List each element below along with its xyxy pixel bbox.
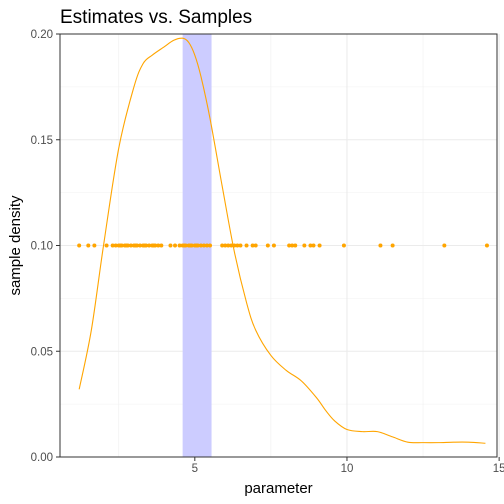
sample-point <box>208 243 213 248</box>
sample-point <box>134 243 139 248</box>
sample-point <box>302 243 307 248</box>
sample-point <box>156 243 161 248</box>
sample-point <box>77 243 82 248</box>
x-axis: 5 10 15 <box>192 457 504 475</box>
sample-point <box>86 243 91 248</box>
y-tick-label: 0.10 <box>31 241 53 253</box>
y-tick-label: 0.20 <box>31 29 53 41</box>
sample-point <box>378 243 383 248</box>
x-tick-label: 15 <box>493 463 504 475</box>
sample-point <box>290 243 295 248</box>
sample-point <box>253 243 258 248</box>
sample-point <box>232 243 237 248</box>
sample-point <box>390 243 395 248</box>
sample-point <box>147 243 152 248</box>
x-tick-label: 10 <box>341 463 354 475</box>
y-axis: 0.00 0.05 0.10 0.15 0.20 <box>31 29 60 464</box>
sample-point <box>183 243 188 248</box>
sample-point <box>113 243 118 248</box>
sample-point <box>238 243 243 248</box>
y-axis-title: sample density <box>7 195 24 296</box>
chart-title: Estimates vs. Samples <box>60 7 252 28</box>
sample-point <box>271 243 276 248</box>
sample-point <box>159 243 164 248</box>
sample-point <box>168 243 173 248</box>
sample-point <box>189 243 194 248</box>
sample-point <box>317 243 322 248</box>
x-axis-title: parameter <box>244 480 312 497</box>
sample-point <box>144 243 149 248</box>
sample-point <box>138 243 143 248</box>
sample-point <box>128 243 133 248</box>
sample-point <box>250 243 255 248</box>
sample-point <box>235 243 240 248</box>
sample-point <box>442 243 447 248</box>
sample-point <box>201 243 206 248</box>
density-curve <box>78 37 486 444</box>
sample-point <box>287 243 292 248</box>
y-tick-label: 0.00 <box>31 452 53 464</box>
sample-point <box>293 243 298 248</box>
sample-point <box>119 243 124 248</box>
sample-point <box>244 243 249 248</box>
sample-point <box>226 243 231 248</box>
sample-point <box>177 243 182 248</box>
sample-point <box>173 243 178 248</box>
sample-point <box>308 243 313 248</box>
sample-point <box>223 243 228 248</box>
sample-point <box>484 243 489 248</box>
y-tick-label: 0.05 <box>31 346 53 358</box>
sample-point <box>104 243 109 248</box>
sample-point <box>311 243 316 248</box>
sample-point <box>198 243 203 248</box>
sample-point <box>204 243 209 248</box>
sample-point <box>125 243 130 248</box>
y-tick-label: 0.15 <box>31 135 53 147</box>
sample-point <box>195 243 200 248</box>
sample-point <box>110 243 115 248</box>
sample-point <box>229 243 234 248</box>
sample-point <box>92 243 97 248</box>
sample-point <box>341 243 346 248</box>
x-tick-label: 5 <box>192 463 198 475</box>
sample-point <box>153 243 158 248</box>
sample-point <box>220 243 225 248</box>
sample-point <box>265 243 270 248</box>
plot-area <box>59 33 500 458</box>
